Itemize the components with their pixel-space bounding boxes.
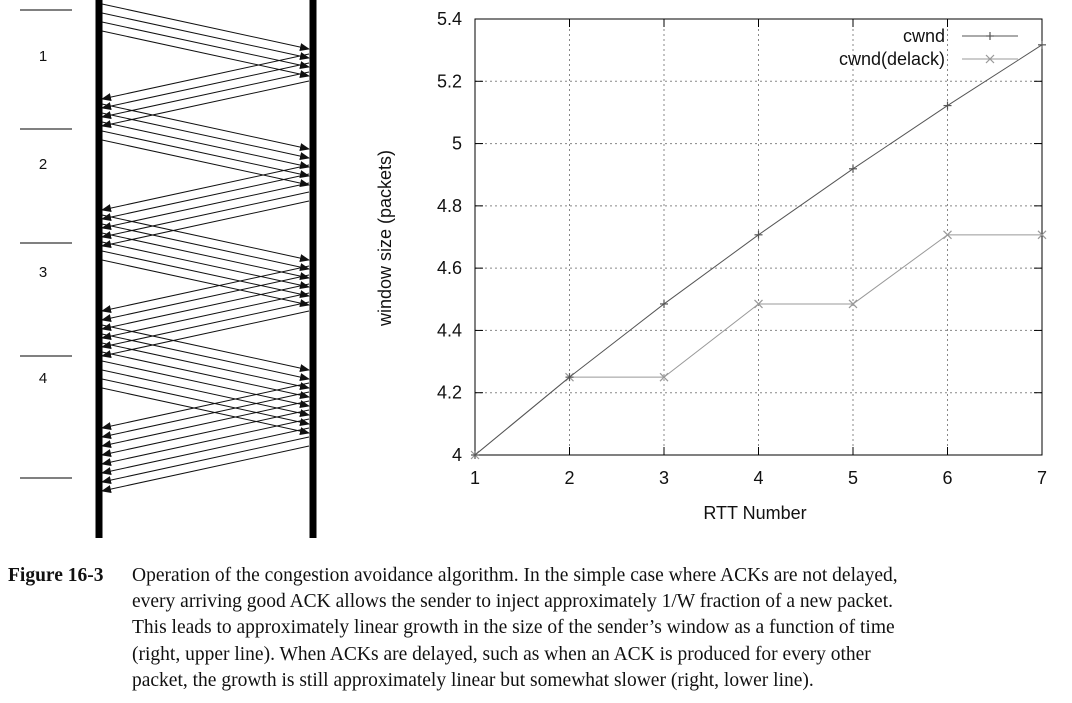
- x-tick-label: 7: [1037, 468, 1047, 488]
- y-tick-label: 4: [452, 445, 462, 465]
- x-tick-label: 4: [753, 468, 763, 488]
- caption-label: Figure 16-3: [8, 565, 104, 586]
- packet-arrow: [101, 333, 310, 381]
- packet-arrow: [101, 232, 310, 280]
- caption-line: This leads to approximately linear growt…: [132, 617, 895, 639]
- y-tick-label: 5: [452, 134, 462, 154]
- packet-arrow: [101, 112, 310, 160]
- packet-arrow: [101, 387, 310, 435]
- packet-arrow: [101, 265, 310, 313]
- x-tick-label: 6: [942, 468, 952, 488]
- chart-series: [470, 40, 1047, 460]
- window-size-chart: 4 4.2 4.4 4.6 4.8 5 5.2 5.4 1 2 3 4 5 6 7 window size …: [375, 9, 1047, 523]
- packet-arrow: [101, 139, 310, 187]
- packet-arrow: [101, 369, 310, 417]
- y-tick-label: 5.4: [437, 9, 462, 29]
- packet-arrow: [101, 103, 310, 151]
- caption-line: packet, the growth is still approximatel…: [132, 669, 814, 691]
- y-tick-label: 5.2: [437, 71, 462, 91]
- packet-arrow: [101, 292, 310, 340]
- packet-arrow: [101, 12, 310, 60]
- x-axis-label: RTT Number: [703, 503, 806, 523]
- packet-arrow: [101, 382, 310, 430]
- caption-line: every arriving good ACK allows the sende…: [132, 591, 893, 613]
- series-cwnd: [471, 40, 1046, 459]
- data-point: [659, 372, 669, 382]
- rtt-label: 4: [39, 370, 47, 387]
- data-point: [985, 54, 995, 64]
- packet-arrow: [101, 121, 310, 169]
- packet-arrow: [101, 62, 310, 110]
- rtt-dividers: [20, 9, 72, 479]
- packet-arrow: [101, 445, 310, 493]
- packet-timeline-diagram: 1 2 3 4: [20, 0, 317, 538]
- packet-arrow: [101, 310, 310, 358]
- data-point: [848, 299, 858, 309]
- packet-arrow: [101, 3, 310, 51]
- chart-legend: cwnd cwnd(delack): [839, 26, 1018, 69]
- packet-arrow: [101, 274, 310, 322]
- packet-arrow: [101, 427, 310, 475]
- packet-arrows: [101, 3, 310, 493]
- packet-arrow: [101, 21, 310, 69]
- packet-arrow: [101, 250, 310, 298]
- x-tick-label: 5: [848, 468, 858, 488]
- packet-arrow: [101, 283, 310, 331]
- rtt-label: 3: [39, 264, 47, 281]
- packet-arrow: [101, 342, 310, 390]
- packet-arrow: [101, 191, 310, 239]
- packet-arrow: [101, 301, 310, 349]
- packet-arrow: [101, 164, 310, 212]
- packet-arrow: [101, 324, 310, 372]
- packet-arrow: [101, 71, 310, 119]
- x-tick-label: 3: [659, 468, 669, 488]
- packet-arrow: [101, 418, 310, 466]
- x-tick-label: 1: [470, 468, 480, 488]
- chart-ticks: 4 4.2 4.4 4.6 4.8 5 5.2 5.4 1 2 3 4 5 6 7: [437, 9, 1047, 488]
- rtt-label: 2: [39, 156, 47, 173]
- packet-arrow: [101, 53, 310, 101]
- y-tick-label: 4.6: [437, 258, 462, 278]
- y-axis-label: window size (packets): [375, 150, 395, 327]
- y-tick-label: 4.2: [437, 383, 462, 403]
- packet-arrow: [101, 182, 310, 230]
- packet-arrow: [101, 409, 310, 457]
- packet-arrow: [101, 80, 310, 128]
- rtt-labels: 1 2 3 4: [39, 48, 47, 387]
- packet-arrow: [101, 436, 310, 484]
- packet-arrow: [101, 241, 310, 289]
- x-tick-label: 2: [564, 468, 574, 488]
- packet-arrow: [101, 200, 310, 248]
- data-point: [943, 230, 952, 240]
- packet-arrow: [101, 351, 310, 399]
- y-tick-label: 4.4: [437, 320, 462, 340]
- packet-arrow: [101, 400, 310, 448]
- legend-label: cwnd: [903, 26, 945, 46]
- packet-arrow: [101, 30, 310, 78]
- caption-line: (right, upper line). When ACKs are delay…: [132, 643, 871, 665]
- packet-arrow: [101, 360, 310, 408]
- data-point: [1037, 230, 1047, 240]
- rtt-label: 1: [39, 48, 47, 65]
- packet-arrow: [101, 259, 310, 307]
- packet-arrow: [101, 378, 310, 426]
- packet-arrow: [101, 130, 310, 178]
- legend-label: cwnd(delack): [839, 49, 945, 69]
- data-point: [754, 299, 763, 309]
- packet-arrow: [101, 391, 310, 439]
- figure-16-3: 1 2 3 4 4 4.2 4.4 4.6 4.8 5 5.2 5.4 1 2 3 4 5 6 7 window …: [20, 0, 1047, 538]
- caption-line: Operation of the congestion avoidance al…: [132, 565, 898, 586]
- packet-arrow: [101, 173, 310, 221]
- y-tick-label: 4.8: [437, 196, 462, 216]
- packet-arrow: [101, 214, 310, 262]
- packet-arrow: [101, 223, 310, 271]
